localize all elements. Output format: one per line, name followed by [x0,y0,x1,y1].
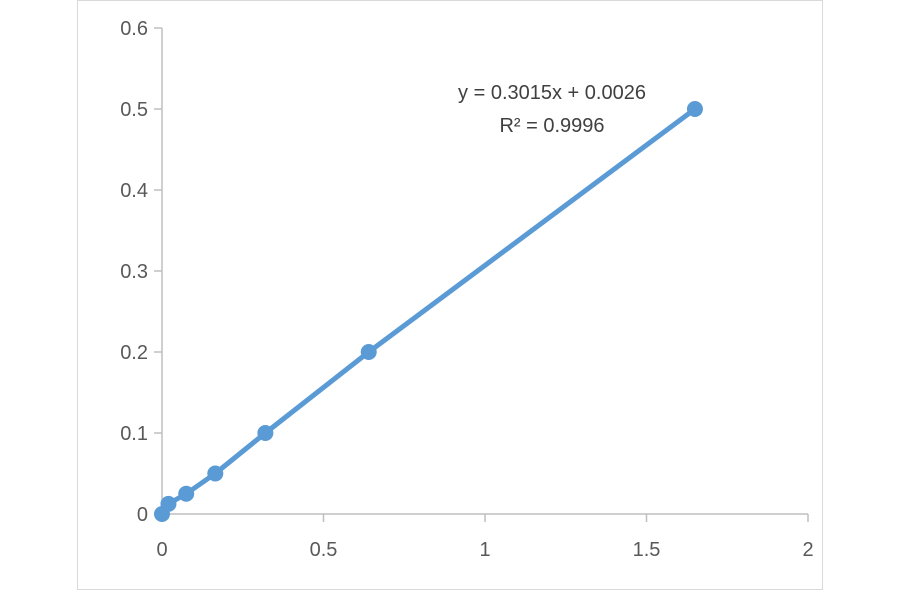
y-tick-label: 0.5 [120,99,148,121]
x-tick-label: 2 [802,539,813,561]
y-tick-label: 0.1 [120,423,148,445]
series-line [159,106,698,517]
chart-frame [77,0,823,590]
y-tick-label: 0 [137,504,148,526]
data-point [160,495,177,512]
y-tick-label: 0.3 [120,261,148,283]
data-point [178,485,195,502]
x-tick-label: 1 [479,539,490,561]
trendline-equation: y = 0.3015x + 0.0026 [458,82,646,104]
y-tick-label: 0.4 [120,180,148,202]
y-tick-label: 0.6 [120,18,148,40]
x-tick-label: 0 [156,539,167,561]
series-group [154,101,703,522]
y-tick-label: 0.2 [120,342,148,364]
data-point [686,101,703,117]
trendline-r-squared: R² = 0.9996 [499,115,604,137]
data-point [207,465,224,482]
x-tick-label: 1.5 [633,539,661,561]
trendline-annotations: y = 0.3015x + 0.0026 R² = 0.9996 [458,82,646,137]
data-point [360,344,377,360]
x-tick-label: 0.5 [310,539,338,561]
y-axis-ticks: 0 0.1 0.2 0.3 0.4 0.5 0.6 [120,18,162,526]
x-axis-ticks: 0 0.5 1 1.5 2 [156,514,814,561]
data-point [257,425,274,441]
